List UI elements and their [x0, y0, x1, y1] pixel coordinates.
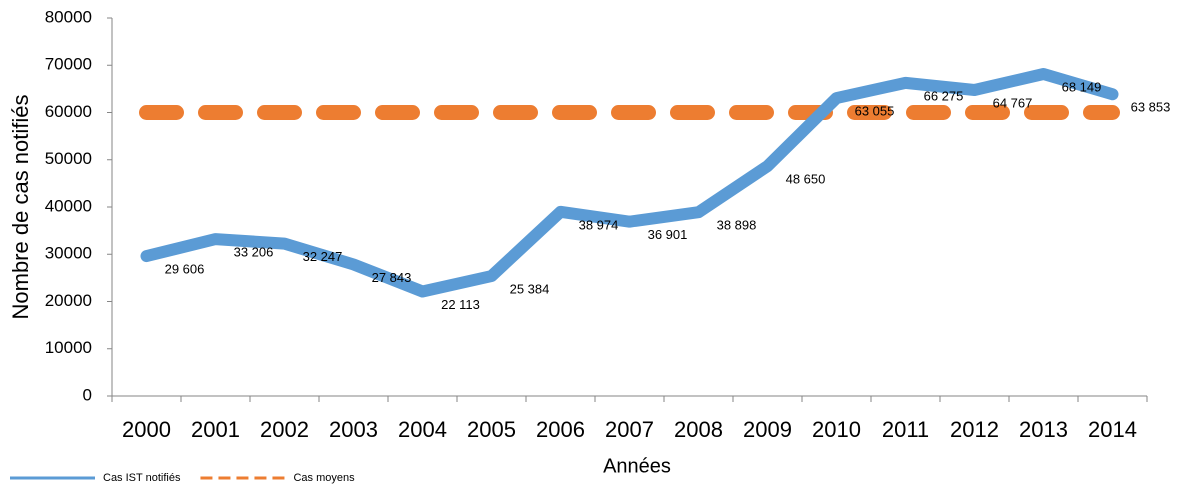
data-label: 29 606 — [165, 262, 205, 277]
data-label: 68 149 — [1062, 79, 1102, 94]
x-tick-label: 2008 — [674, 417, 723, 442]
legend-label: Cas moyens — [293, 472, 355, 484]
y-tick-label: 70000 — [45, 55, 92, 74]
series-line — [140, 67, 1119, 298]
x-tick-label: 2006 — [536, 417, 585, 442]
x-tick-label: 2013 — [1019, 417, 1068, 442]
x-tick-label: 2005 — [467, 417, 516, 442]
data-label: 27 843 — [372, 270, 412, 285]
x-tick-label: 2002 — [260, 417, 309, 442]
data-label: 38 898 — [717, 218, 757, 233]
legend-label: Cas IST notifiés — [103, 472, 181, 484]
x-tick-label: 2009 — [743, 417, 792, 442]
data-label: 38 974 — [579, 217, 619, 232]
x-tick-label: 2014 — [1088, 417, 1137, 442]
x-tick-label: 2000 — [122, 417, 171, 442]
x-axis-title: Années — [603, 455, 671, 477]
data-label: 36 901 — [648, 227, 688, 242]
y-axis-title: Nombre de cas notifiés — [8, 95, 33, 320]
x-tick-label: 2007 — [605, 417, 654, 442]
data-label: 32 247 — [303, 249, 343, 264]
data-label: 22 113 — [441, 297, 480, 312]
y-tick-label: 60000 — [45, 102, 92, 121]
x-tick-label: 2004 — [398, 417, 447, 442]
data-label: 48 650 — [786, 172, 826, 187]
y-tick-label: 50000 — [45, 149, 92, 168]
x-tick-label: 2001 — [191, 417, 240, 442]
data-label: 66 275 — [924, 88, 964, 103]
data-label: 33 206 — [234, 245, 274, 260]
y-tick-label: 40000 — [45, 196, 92, 215]
x-tick-label: 2003 — [329, 417, 378, 442]
data-label: 63 055 — [855, 104, 895, 119]
data-label: 64 767 — [993, 95, 1033, 110]
y-tick-label: 30000 — [45, 244, 92, 263]
y-tick-label: 20000 — [45, 291, 92, 310]
x-tick-label: 2010 — [812, 417, 861, 442]
y-tick-label: 0 — [83, 385, 92, 404]
x-tick-label: 2012 — [950, 417, 999, 442]
x-tick-label: 2011 — [882, 417, 929, 442]
y-tick-label: 80000 — [45, 7, 92, 26]
y-tick-label: 10000 — [45, 338, 92, 357]
data-label: 25 384 — [510, 281, 550, 296]
data-label: 63 853 — [1131, 100, 1171, 115]
